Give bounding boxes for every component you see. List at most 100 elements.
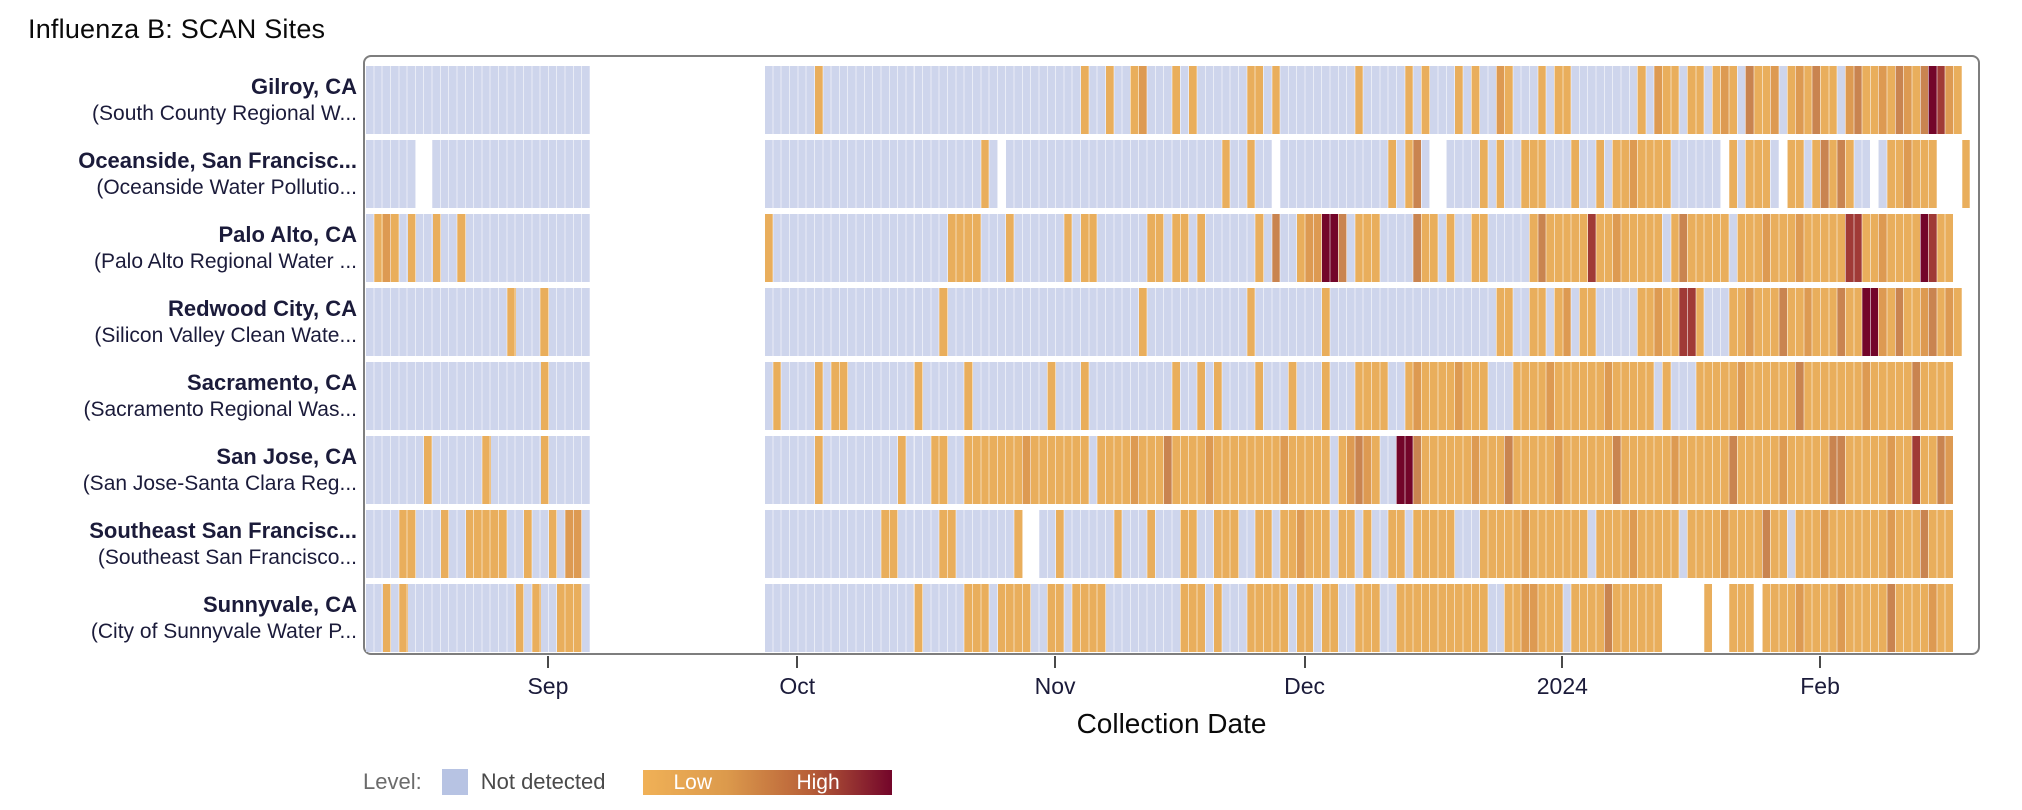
heatmap-cell-run[interactable]	[1471, 214, 1488, 282]
heatmap-cell-run[interactable]	[548, 436, 591, 504]
heatmap-cell-run[interactable]	[1820, 140, 1829, 208]
heatmap-cell-run[interactable]	[1953, 66, 1962, 134]
heatmap-cell-run[interactable]	[764, 140, 981, 208]
heatmap-cell-run[interactable]	[1919, 436, 1937, 504]
heatmap-cell-run[interactable]	[1197, 214, 1206, 282]
heatmap-cell-run[interactable]	[1064, 584, 1073, 652]
heatmap-cell-run[interactable]	[881, 510, 898, 578]
heatmap-cell-run[interactable]	[1703, 66, 1713, 134]
heatmap-cell-run[interactable]	[1413, 362, 1422, 430]
heatmap-cell-run[interactable]	[1554, 66, 1571, 134]
heatmap-cell-run[interactable]	[440, 510, 450, 578]
heatmap-cell-run[interactable]	[1321, 288, 1330, 356]
heatmap-cell-run[interactable]	[1379, 436, 1397, 504]
heatmap-cell-run[interactable]	[1803, 288, 1812, 356]
heatmap-cell-run[interactable]	[1836, 288, 1846, 356]
heatmap-cell-run[interactable]	[1620, 436, 1671, 504]
heatmap-cell-run[interactable]	[1903, 288, 1920, 356]
heatmap-cell-run[interactable]	[1886, 288, 1896, 356]
heatmap-cell-run[interactable]	[980, 214, 1006, 282]
heatmap-cell-run[interactable]	[1180, 362, 1197, 430]
heatmap-cell-run[interactable]	[1122, 510, 1148, 578]
heatmap-cell-run[interactable]	[1479, 510, 1522, 578]
heatmap-cell-run[interactable]	[1205, 436, 1214, 504]
heatmap-cell-run[interactable]	[1080, 66, 1089, 134]
heatmap-cell-run[interactable]	[1728, 214, 1738, 282]
heatmap-cell-run[interactable]	[1895, 510, 1920, 578]
heatmap-cell-run[interactable]	[1138, 66, 1148, 134]
heatmap-cell-run[interactable]	[1545, 288, 1555, 356]
heatmap-cell-run[interactable]	[1654, 66, 1663, 134]
heatmap-cell-run[interactable]	[1338, 436, 1347, 504]
heatmap-cell-run[interactable]	[374, 214, 383, 282]
heatmap-cell-run[interactable]	[1446, 214, 1455, 282]
heatmap-cell-run[interactable]	[1537, 66, 1546, 134]
heatmap-cell-run[interactable]	[773, 362, 782, 430]
heatmap-cell-run[interactable]	[1172, 214, 1189, 282]
heatmap-cell-run[interactable]	[1836, 66, 1846, 134]
heatmap-cell-run[interactable]	[507, 510, 524, 578]
heatmap-cell-run[interactable]	[1579, 140, 1596, 208]
heatmap-cell-run[interactable]	[1679, 510, 1688, 578]
heatmap-cell-run[interactable]	[1654, 288, 1663, 356]
heatmap-cell-run[interactable]	[1795, 584, 1804, 652]
heatmap-cell-run[interactable]	[366, 510, 400, 578]
heatmap-cell-run[interactable]	[1188, 214, 1198, 282]
heatmap-cell-run[interactable]	[1329, 436, 1339, 504]
heatmap-cell-run[interactable]	[1845, 288, 1862, 356]
heatmap-cell-run[interactable]	[540, 584, 558, 652]
heatmap-cell-run[interactable]	[1413, 66, 1422, 134]
heatmap-cell-run[interactable]	[515, 288, 541, 356]
heatmap-cell-run[interactable]	[1737, 214, 1763, 282]
heatmap-cell-run[interactable]	[980, 436, 1023, 504]
heatmap-cell-run[interactable]	[1529, 510, 1588, 578]
heatmap-cell-run[interactable]	[1928, 288, 1937, 356]
heatmap-cell-run[interactable]	[1064, 510, 1114, 578]
heatmap-cell-run[interactable]	[1213, 362, 1222, 430]
heatmap-cell-run[interactable]	[1612, 436, 1621, 504]
heatmap-cell-run[interactable]	[1895, 288, 1904, 356]
heatmap-cell-run[interactable]	[914, 362, 923, 430]
heatmap-cell-run[interactable]	[1280, 436, 1289, 504]
heatmap-cell-run[interactable]	[1570, 288, 1580, 356]
heatmap-cell-run[interactable]	[1479, 140, 1488, 208]
heatmap-cell-run[interactable]	[1246, 140, 1256, 208]
heatmap-cell-run[interactable]	[1546, 66, 1555, 134]
heatmap-cell-run[interactable]	[1039, 510, 1056, 578]
heatmap-cell-run[interactable]	[366, 288, 508, 356]
heatmap-cell-run[interactable]	[1338, 214, 1347, 282]
heatmap-cell-run[interactable]	[1471, 436, 1480, 504]
heatmap-cell-run[interactable]	[1521, 584, 1538, 652]
heatmap-cell-run[interactable]	[1147, 214, 1164, 282]
heatmap-cell-run[interactable]	[1354, 510, 1364, 578]
heatmap-cell-run[interactable]	[1920, 510, 1929, 578]
heatmap-cell-run[interactable]	[415, 214, 433, 282]
heatmap-cell-run[interactable]	[1296, 510, 1306, 578]
heatmap-cell-run[interactable]	[1678, 66, 1688, 134]
heatmap-cell-run[interactable]	[1404, 510, 1414, 578]
heatmap-cell-run[interactable]	[1620, 214, 1663, 282]
heatmap-cell-run[interactable]	[1429, 66, 1455, 134]
heatmap-cell-run[interactable]	[1147, 510, 1156, 578]
heatmap-cell-run[interactable]	[1662, 66, 1679, 134]
heatmap-cell-run[interactable]	[1886, 436, 1896, 504]
heatmap-cell-run[interactable]	[1014, 510, 1023, 578]
heatmap-cell-run[interactable]	[1105, 66, 1114, 134]
heatmap-cell-run[interactable]	[814, 436, 824, 504]
heatmap-cell-run[interactable]	[1678, 288, 1696, 356]
heatmap-cell-run[interactable]	[1828, 140, 1837, 208]
heatmap-cell-run[interactable]	[1163, 436, 1173, 504]
heatmap-cell-run[interactable]	[1944, 66, 1954, 134]
heatmap-cell-run[interactable]	[1072, 214, 1081, 282]
heatmap-cell-run[interactable]	[1803, 66, 1812, 134]
heatmap-cell-run[interactable]	[764, 436, 815, 504]
heatmap-cell-run[interactable]	[1878, 288, 1887, 356]
heatmap-cell-run[interactable]	[1097, 214, 1148, 282]
heatmap-cell-run[interactable]	[1911, 66, 1921, 134]
heatmap-cell-run[interactable]	[1496, 66, 1505, 134]
heatmap-cell-run[interactable]	[1296, 214, 1306, 282]
heatmap-cell-run[interactable]	[1803, 362, 1862, 430]
heatmap-cell-run[interactable]	[1570, 66, 1638, 134]
heatmap-cell-run[interactable]	[1196, 66, 1247, 134]
heatmap-cell-run[interactable]	[764, 66, 815, 134]
